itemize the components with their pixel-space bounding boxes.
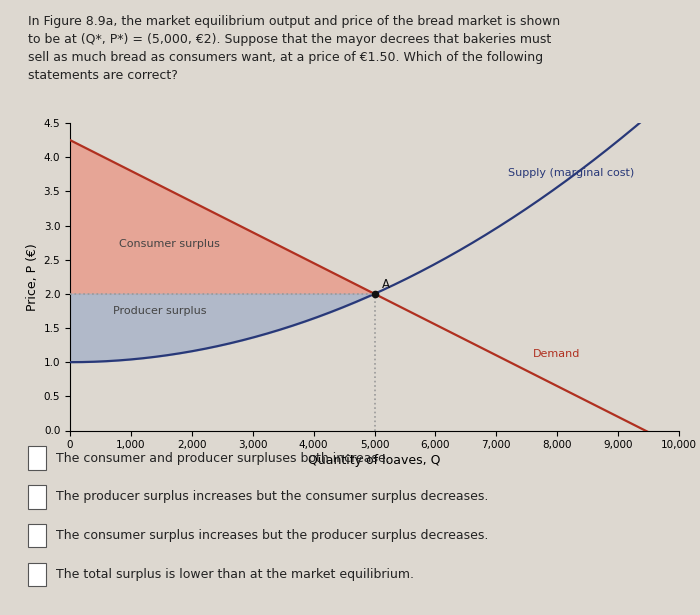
Text: In Figure 8.9a, the market equilibrium output and price of the bread market is s: In Figure 8.9a, the market equilibrium o… <box>28 15 560 82</box>
Text: Supply (marginal cost): Supply (marginal cost) <box>508 169 635 178</box>
Text: The consumer and producer surpluses both increase.: The consumer and producer surpluses both… <box>56 451 390 465</box>
Text: A: A <box>382 279 390 292</box>
X-axis label: Quantity of loaves, Q: Quantity of loaves, Q <box>308 454 441 467</box>
Text: The producer surplus increases but the consumer surplus decreases.: The producer surplus increases but the c… <box>56 490 489 504</box>
Text: The consumer surplus increases but the producer surplus decreases.: The consumer surplus increases but the p… <box>56 529 489 542</box>
Text: Demand: Demand <box>533 349 580 359</box>
Text: Consumer surplus: Consumer surplus <box>119 239 220 249</box>
Text: The total surplus is lower than at the market equilibrium.: The total surplus is lower than at the m… <box>56 568 414 581</box>
Y-axis label: Price, P (€): Price, P (€) <box>27 243 39 311</box>
Text: Producer surplus: Producer surplus <box>113 306 206 316</box>
